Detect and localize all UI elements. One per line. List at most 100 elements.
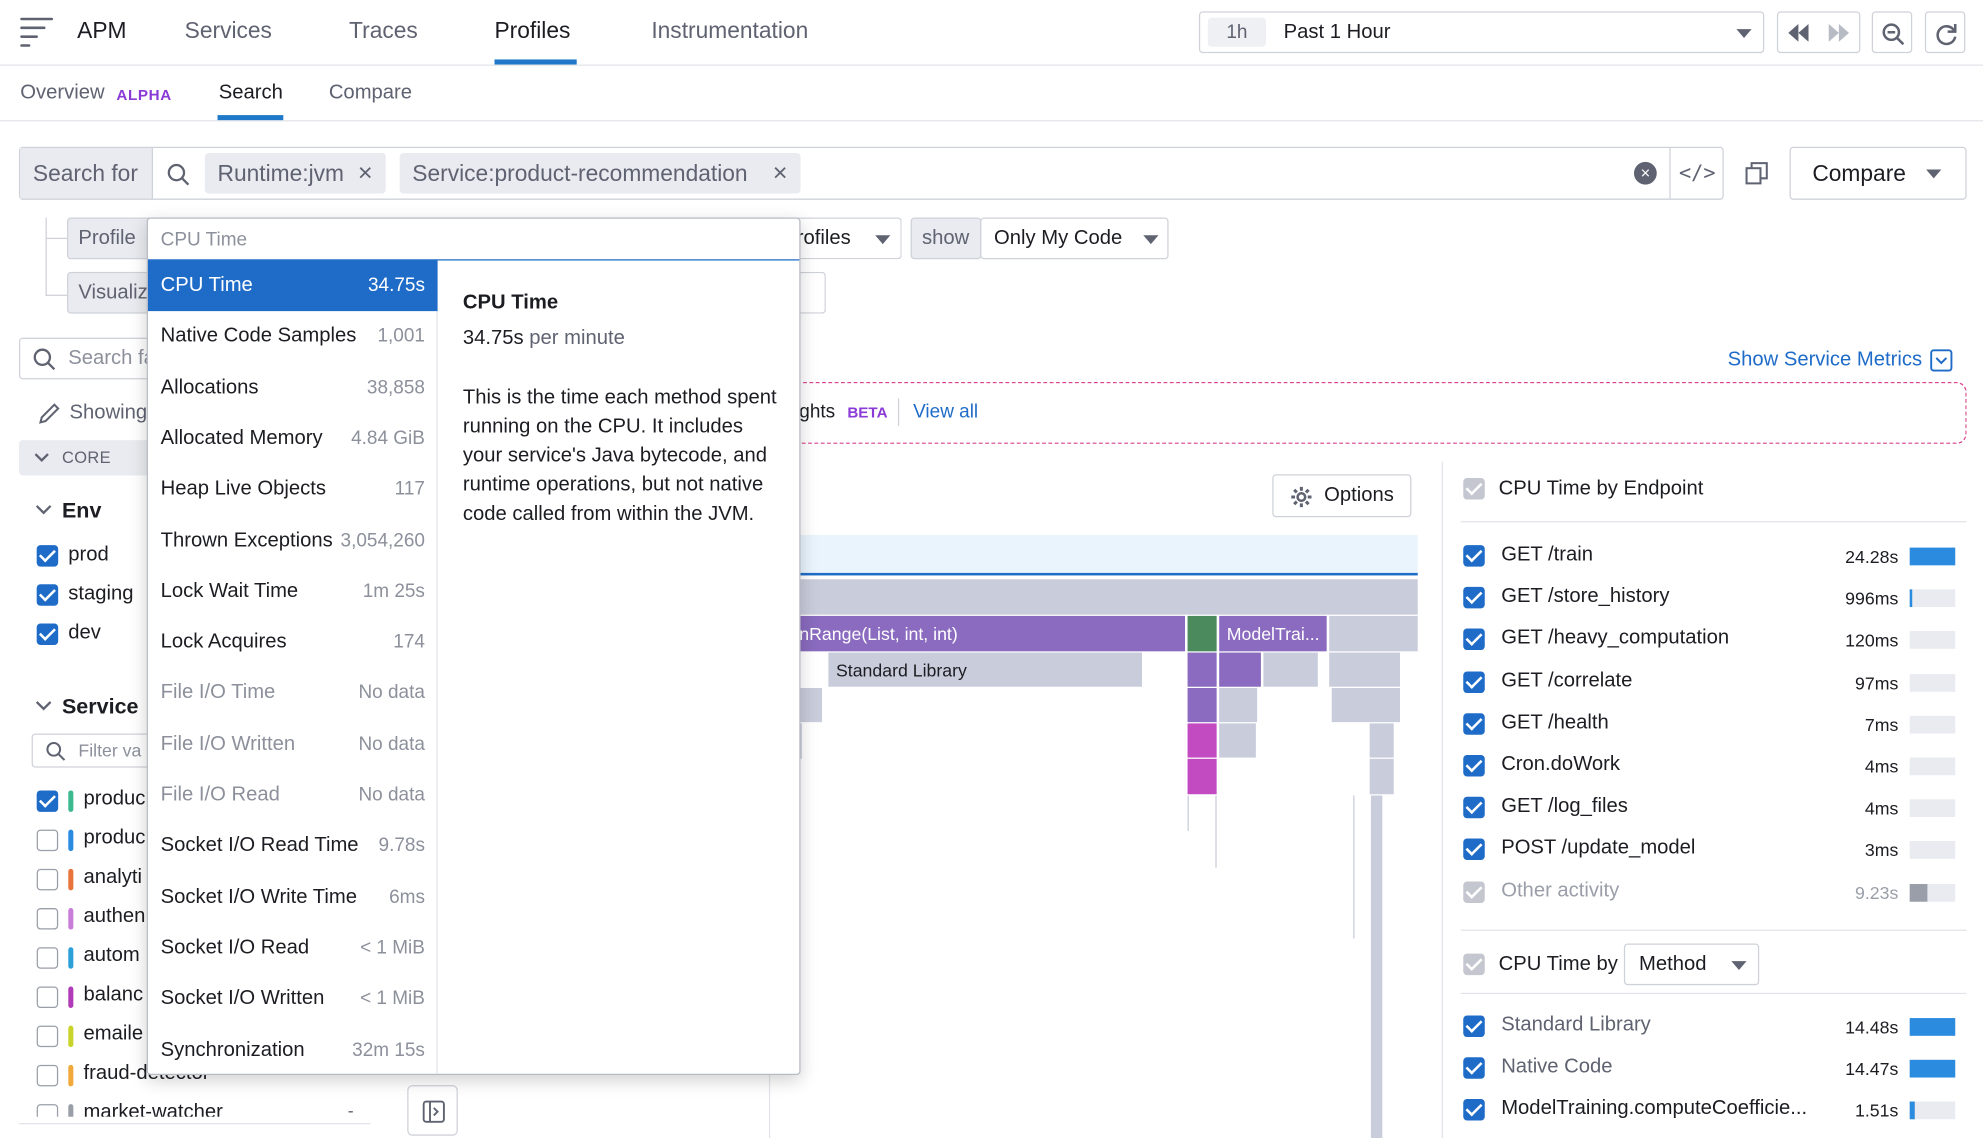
profile-type-option[interactable]: Thrown Exceptions 3,054,260 — [148, 515, 438, 566]
flame-frame[interactable] — [799, 723, 802, 759]
view-all-link[interactable]: View all — [913, 400, 979, 423]
endpoint-label[interactable]: GET /log_files — [1501, 795, 1628, 818]
service-label[interactable]: market-watcher — [83, 1101, 223, 1117]
service-label[interactable]: produc — [83, 787, 146, 810]
show-code-select[interactable]: Only My Code — [980, 217, 1169, 260]
endpoint-checkbox[interactable] — [1463, 880, 1485, 903]
code-view-button[interactable]: </> — [1669, 147, 1723, 199]
service-checkbox[interactable] — [36, 1064, 59, 1087]
chevron-down-box-icon[interactable] — [1930, 349, 1953, 372]
service-label[interactable]: autom — [83, 944, 140, 967]
fast-forward-icon[interactable] — [1826, 23, 1851, 43]
endpoint-label[interactable]: GET /health — [1501, 711, 1609, 734]
nav-profiles[interactable]: Profiles — [494, 17, 571, 43]
profile-type-option[interactable]: File I/O Read No data — [148, 770, 438, 821]
options-button[interactable]: Options — [1272, 474, 1412, 518]
nav-services[interactable]: Services — [184, 17, 272, 43]
time-range-picker[interactable]: 1h Past 1 Hour — [1198, 11, 1765, 54]
flame-frame[interactable] — [1219, 687, 1258, 723]
chevron-down-icon[interactable] — [35, 503, 52, 516]
profile-type-option[interactable]: Native Code Samples 1,001 — [148, 311, 438, 362]
service-checkbox[interactable] — [36, 790, 59, 812]
profile-type-option[interactable]: Heap Live Objects 117 — [148, 464, 438, 515]
endpoint-checkbox[interactable] — [1463, 629, 1485, 651]
search-tag-service[interactable]: Service:product-recommendation × — [399, 153, 801, 194]
service-label[interactable]: analyti — [83, 866, 142, 888]
endpoint-label[interactable]: POST /update_model — [1501, 837, 1696, 860]
close-icon[interactable]: × — [772, 159, 788, 188]
flame-frame[interactable] — [1331, 687, 1401, 723]
compare-button[interactable]: Compare — [1789, 146, 1967, 200]
endpoint-checkbox[interactable] — [1463, 796, 1485, 819]
refresh-button[interactable] — [1924, 11, 1966, 54]
method-label[interactable]: Standard Library — [1501, 1014, 1651, 1036]
env-checkbox[interactable] — [36, 545, 59, 567]
tab-compare[interactable]: Compare — [328, 82, 413, 104]
nav-traces[interactable]: Traces — [349, 17, 418, 43]
endpoint-label[interactable]: Other activity — [1501, 879, 1620, 902]
flame-frame[interactable] — [1353, 795, 1355, 939]
endpoint-checkbox[interactable] — [1463, 755, 1485, 777]
tab-search[interactable]: Search — [218, 82, 283, 104]
env-checkbox[interactable] — [36, 584, 59, 606]
flame-frame[interactable] — [1219, 723, 1256, 758]
flame-root-frame[interactable] — [799, 534, 1418, 576]
profile-type-option[interactable]: Allocations 38,858 — [148, 362, 438, 413]
pencil-icon[interactable] — [38, 402, 61, 425]
facet-search-input[interactable]: Search fa — [18, 337, 159, 380]
search-bar[interactable]: Search for Runtime:jvm × Service:product… — [18, 146, 1724, 200]
endpoint-checkbox[interactable] — [1463, 713, 1485, 735]
profile-type-option[interactable]: Lock Wait Time 1m 25s — [148, 566, 438, 617]
flame-frame[interactable] — [1187, 652, 1217, 687]
chevron-down-icon[interactable] — [35, 699, 52, 712]
profile-type-option[interactable]: Socket I/O Written < 1 MiB — [148, 974, 438, 1025]
endpoint-checkbox[interactable] — [1463, 587, 1485, 609]
nav-instrumentation[interactable]: Instrumentation — [651, 17, 809, 43]
service-label[interactable]: authen — [83, 905, 146, 928]
service-checkbox[interactable] — [36, 829, 59, 852]
flame-frame[interactable] — [1329, 652, 1401, 687]
profile-type-option[interactable]: Synchronization 32m 15s — [148, 1025, 438, 1076]
flame-frame[interactable] — [1187, 723, 1217, 758]
flame-frame-model[interactable]: ModelTrai... — [1219, 615, 1327, 652]
group-by-select[interactable]: Method — [1623, 943, 1760, 986]
profile-type-input[interactable]: CPU Time — [147, 219, 800, 261]
flame-frame[interactable] — [1187, 615, 1217, 652]
service-checkbox[interactable] — [36, 908, 59, 930]
copy-icon[interactable] — [1745, 162, 1768, 185]
method-checkbox[interactable] — [1463, 1057, 1485, 1080]
endpoint-label[interactable]: GET /train — [1501, 543, 1594, 566]
service-label[interactable]: produc — [83, 827, 146, 849]
flame-frame-stdlib[interactable]: Standard Library — [828, 652, 1143, 687]
service-filter-input[interactable]: Filter va — [31, 733, 159, 768]
env-checkbox[interactable] — [36, 623, 59, 645]
flame-frame-range[interactable]: nRange(List, int, int) — [799, 615, 1186, 652]
endpoint-checkbox[interactable] — [1463, 545, 1485, 567]
profile-type-option[interactable]: CPU Time 34.75s — [147, 260, 438, 312]
flame-frame[interactable] — [1329, 615, 1418, 652]
flame-frame[interactable] — [1369, 758, 1394, 795]
env-label[interactable]: staging — [68, 583, 134, 605]
menu-icon[interactable] — [20, 16, 54, 47]
method-label[interactable]: Native Code — [1501, 1056, 1613, 1078]
endpoint-checkbox[interactable] — [1463, 838, 1485, 861]
profile-type-option[interactable]: File I/O Time No data — [148, 668, 438, 719]
profile-type-option[interactable]: Socket I/O Read < 1 MiB — [148, 923, 438, 974]
profiles-select[interactable]: rofiles — [784, 217, 902, 260]
profile-type-option[interactable]: Socket I/O Write Time 6ms — [148, 872, 438, 923]
method-heading-checkbox[interactable] — [1463, 953, 1485, 976]
method-checkbox[interactable] — [1463, 1015, 1485, 1038]
method-checkbox[interactable] — [1463, 1099, 1485, 1122]
service-checkbox[interactable] — [36, 986, 59, 1008]
endpoint-label[interactable]: GET /correlate — [1501, 669, 1633, 692]
service-checkbox[interactable] — [36, 868, 59, 891]
close-icon[interactable]: × — [357, 159, 373, 188]
profile-type-option[interactable]: Socket I/O Read Time 9.78s — [148, 821, 438, 872]
clear-search-icon[interactable]: × — [1633, 161, 1657, 185]
endpoint-label[interactable]: GET /store_history — [1501, 585, 1670, 608]
profile-type-option[interactable]: Allocated Memory 4.84 GiB — [148, 413, 438, 464]
flame-frame[interactable] — [1263, 652, 1318, 687]
env-label[interactable]: prod — [68, 543, 109, 566]
method-label[interactable]: ModelTraining.computeCoefficie... — [1501, 1098, 1808, 1120]
tab-overview[interactable]: Overview — [20, 82, 105, 104]
